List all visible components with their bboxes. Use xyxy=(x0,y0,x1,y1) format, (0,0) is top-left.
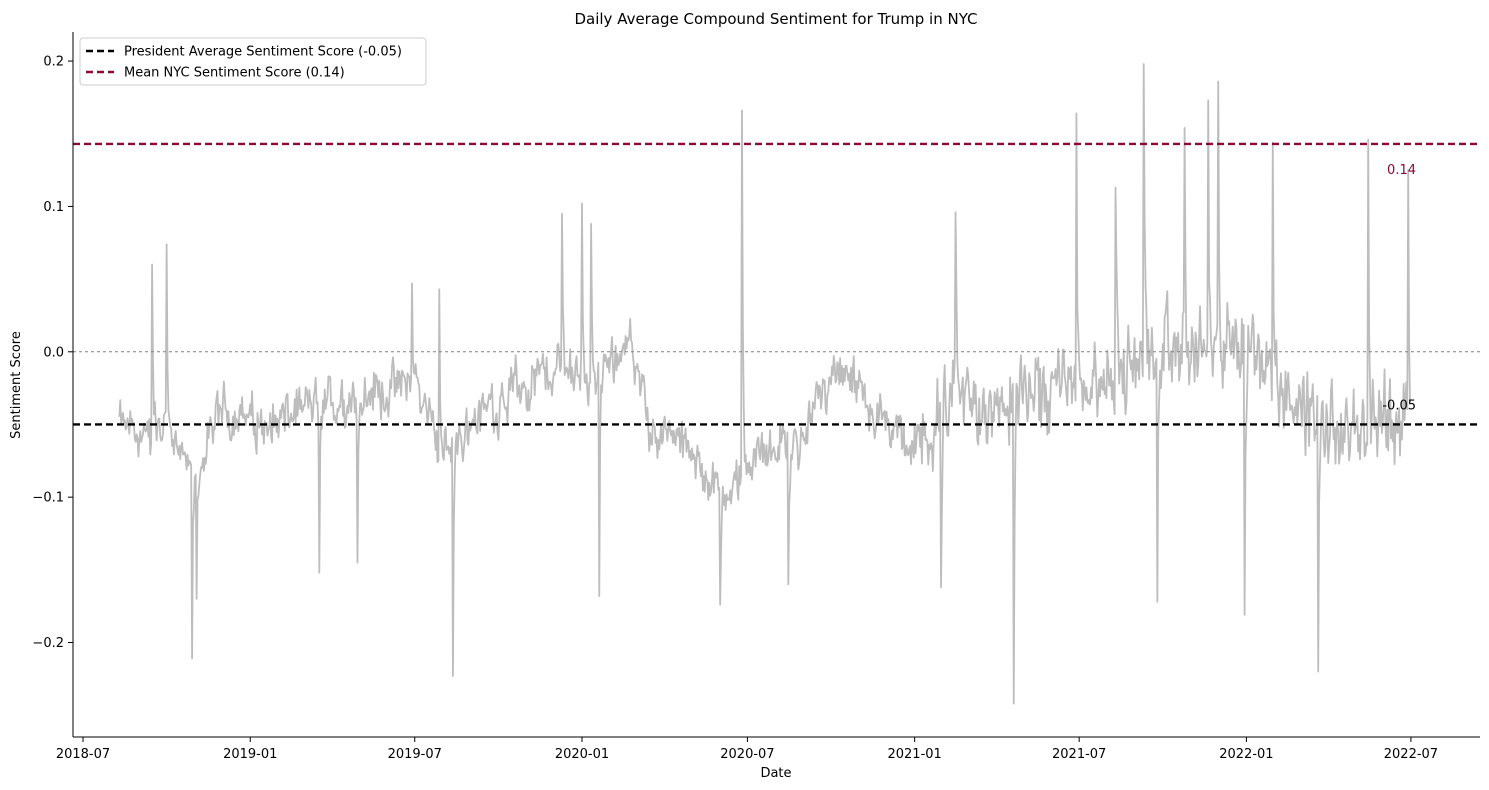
reference-annotation-1: 0.14 xyxy=(1387,163,1416,178)
legend-box xyxy=(79,37,427,86)
y-tick-label: 0.2 xyxy=(43,55,64,70)
legend: President Average Sentiment Score (-0.05… xyxy=(79,37,427,86)
x-tick-label: 2022-01 xyxy=(1219,747,1273,762)
y-tick-label: 0.0 xyxy=(43,345,64,360)
x-tick-label: 2018-07 xyxy=(56,747,110,762)
x-tick-label: 2020-01 xyxy=(555,747,609,762)
legend-label: President Average Sentiment Score (-0.05… xyxy=(124,45,402,60)
y-axis-label: Sentiment Score xyxy=(9,331,24,439)
reference-annotation-0: -0.05 xyxy=(1382,398,1416,413)
x-axis-label: Date xyxy=(760,766,791,781)
legend-label: Mean NYC Sentiment Score (0.14) xyxy=(124,66,345,81)
series-line-0 xyxy=(118,63,1411,705)
x-tick-label: 2019-01 xyxy=(223,747,277,762)
axes: −0.2 −0.1 0.0 0.1 0.2 2018-07 2019-01 2019-07 20… xyxy=(32,32,1480,762)
x-tick-label: 2019-07 xyxy=(388,747,442,762)
y-tick-label: −0.1 xyxy=(32,491,64,506)
y-tick-label: −0.2 xyxy=(32,636,64,651)
x-tick-label: 2021-07 xyxy=(1052,747,1106,762)
x-tick-label: 2021-01 xyxy=(887,747,941,762)
plot-area: -0.05 0.14 xyxy=(73,63,1480,705)
y-tick-label: 0.1 xyxy=(43,200,64,215)
x-tick-label: 2020-07 xyxy=(720,747,774,762)
chart-title: Daily Average Compound Sentiment for Tru… xyxy=(574,10,977,28)
x-tick-label: 2022-07 xyxy=(1384,747,1438,762)
